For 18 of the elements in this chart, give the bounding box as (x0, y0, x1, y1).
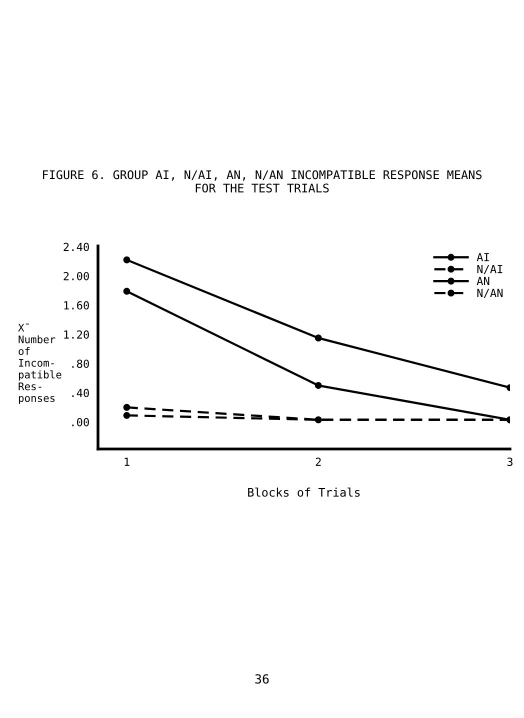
y-axis-title: X̄ Number of Incom- patible Res- ponses (18, 324, 62, 404)
y-tick-label: .40 (72, 388, 89, 398)
legend-label: N/AI (477, 264, 502, 274)
y-tick-label: 2.40 (64, 242, 89, 252)
text: 36 (255, 674, 269, 684)
x-tick-label: 3 (507, 458, 513, 466)
y-tick-label: .00 (72, 418, 89, 426)
y-tick-label: .80 (72, 360, 89, 368)
legend-label: AI (476, 253, 489, 262)
legend-label: N/AN (477, 288, 503, 298)
y-tick-label: 1.20 (64, 330, 89, 339)
x-axis-title: Blocks of Trials (248, 488, 360, 497)
x-tick-label: 2 (316, 458, 321, 466)
y-tick-label: 2.00 (64, 272, 89, 280)
y-tick-label: 1.60 (64, 301, 89, 310)
chart-title: FIGURE 6. GROUP AI, N/AI, AN, N/AN INCOMPATIBLE RESPONSE MEANS FOR THE TEST TRIALS (43, 170, 482, 192)
legend-label: AN (476, 276, 490, 286)
x-tick-label: 1 (124, 458, 130, 466)
